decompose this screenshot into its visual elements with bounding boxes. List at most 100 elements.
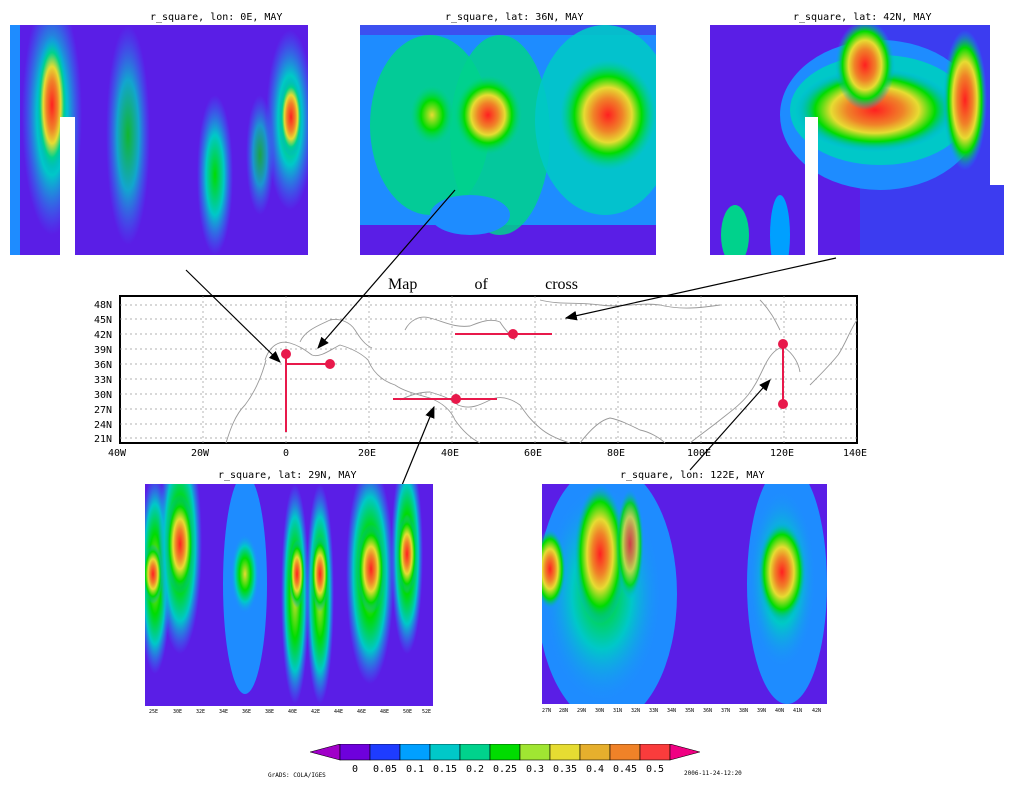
tick-label: 34N (667, 708, 676, 714)
colorbar-box (549, 744, 581, 761)
colorbar-box (519, 744, 551, 761)
colorbar-label: 0.5 (646, 764, 665, 775)
cross-section-lines (281, 329, 788, 432)
timestamp-text: 2006-11-24-12:20 (684, 770, 742, 777)
colorbar-box (429, 744, 461, 761)
tick-label: 25E (149, 709, 158, 715)
lon-tick-label: 20E (358, 448, 376, 459)
lon-tick-label: 40E (441, 448, 459, 459)
tick-label: 37N (721, 708, 730, 714)
section-marker (778, 399, 788, 409)
colorbar-label: 0.3 (526, 764, 545, 775)
tick-label: 36N (703, 708, 712, 714)
coastlines (225, 299, 858, 444)
lon-tick-label: 140E (843, 448, 867, 459)
tick-label: 38N (739, 708, 748, 714)
colorbar-label: 0.15 (433, 764, 458, 775)
pointer-arrows (185, 189, 837, 491)
lat-tick-label: 21N (94, 434, 112, 445)
section-marker (778, 339, 788, 349)
lat-tick-label: 24N (94, 420, 112, 431)
tick-label: 48E (380, 709, 389, 715)
contour-plot (542, 484, 827, 704)
lon-tick-label: 120E (770, 448, 794, 459)
tick-label: 30E (173, 709, 182, 715)
colorbar (310, 744, 700, 761)
colorbar-label: 0.2 (466, 764, 485, 775)
tick-label: 41N (793, 708, 802, 714)
lon-ticks: 40W 20W 0 20E 40E 60E 80E 100E 120E 140E (108, 448, 867, 459)
contour-plot (710, 25, 1004, 255)
tick-label: 42N (812, 708, 821, 714)
colorbar-label: 0.4 (586, 764, 605, 775)
lat-tick-label: 48N (94, 300, 112, 311)
colorbar-box (639, 744, 671, 761)
colorbar-box (369, 744, 401, 761)
section-marker (325, 359, 335, 369)
colorbar-box (459, 744, 491, 761)
tick-label: 32E (196, 709, 205, 715)
lon-tick-label: 20W (191, 448, 210, 459)
colorbar-max-arrow (669, 744, 700, 761)
panel-title: r_square, lon: 0E, MAY (150, 12, 283, 23)
colorbar-labels: 0 0.05 0.1 0.15 0.2 0.25 0.3 0.35 0.4 0.45 0.5 (0, 764, 1024, 778)
panel-title: r_square, lon: 122E, MAY (620, 470, 765, 481)
colorbar-box (399, 744, 431, 761)
colorbar-label: 0 (352, 764, 359, 775)
tick-label: 40E (288, 709, 297, 715)
tick-label: 40N (775, 708, 784, 714)
map-title-word: cross (545, 276, 578, 293)
colorbar-box (579, 744, 611, 761)
tick-label: 52E (422, 709, 431, 715)
tick-label: 36E (242, 709, 251, 715)
tick-label: 35N (685, 708, 694, 714)
tick-label: 42E (311, 709, 320, 715)
lat-tick-label: 42N (94, 330, 112, 341)
map-title-word: of (474, 276, 488, 293)
tick-label: 29N (577, 708, 586, 714)
panel-title: r_square, lat: 42N, MAY (793, 12, 932, 23)
lat-tick-label: 39N (94, 345, 112, 356)
colorbar-label: 0.1 (406, 764, 425, 775)
colorbar-box (489, 744, 521, 761)
panel-title: r_square, lat: 29N, MAY (218, 470, 357, 481)
x-axis-ticks: 27N 28N 29N 30N 31N 32N 33N 34N 35N 36N … (542, 708, 821, 714)
colorbar-box (339, 744, 371, 761)
lat-tick-label: 30N (94, 390, 112, 401)
tick-label: 31N (613, 708, 622, 714)
tick-label: 34E (219, 709, 228, 715)
lat-tick-label: 36N (94, 360, 112, 371)
tick-label: 27N (542, 708, 551, 714)
map-frame (119, 295, 858, 444)
contour-plot (145, 484, 433, 706)
colorbar-box (609, 744, 641, 761)
map-title: Map of cross (388, 276, 578, 294)
tick-label: 38E (265, 709, 274, 715)
section-marker (508, 329, 518, 339)
lat-tick-label: 27N (94, 405, 112, 416)
section-marker (451, 394, 461, 404)
credit-text: GrADS: COLA/IGES (268, 772, 326, 779)
tick-label: 28N (559, 708, 568, 714)
lat-tick-label: 45N (94, 315, 112, 326)
tick-label: 46E (357, 709, 366, 715)
lon-tick-label: 100E (687, 448, 711, 459)
section-marker (281, 349, 291, 359)
colorbar-label: 0.35 (553, 764, 578, 775)
lon-tick-label: 80E (607, 448, 625, 459)
lat-ticks: 48N 45N 42N 39N 36N 33N 30N 27N 24N 21N (94, 300, 112, 445)
lat-tick-label: 33N (94, 375, 112, 386)
contour-plot (10, 25, 308, 255)
lon-tick-label: 0 (283, 448, 289, 459)
tick-label: 44E (334, 709, 343, 715)
contour-plot (360, 25, 656, 255)
x-axis-ticks: 25E 30E 32E 34E 36E 38E 40E 42E 44E 46E … (149, 709, 431, 715)
colorbar-label: 0.25 (493, 764, 518, 775)
lon-tick-label: 60E (524, 448, 542, 459)
colorbar-min-arrow (310, 744, 341, 761)
lon-tick-label: 40W (108, 448, 127, 459)
tick-label: 50E (403, 709, 412, 715)
colorbar-label: 0.05 (373, 764, 398, 775)
tick-label: 30N (595, 708, 604, 714)
